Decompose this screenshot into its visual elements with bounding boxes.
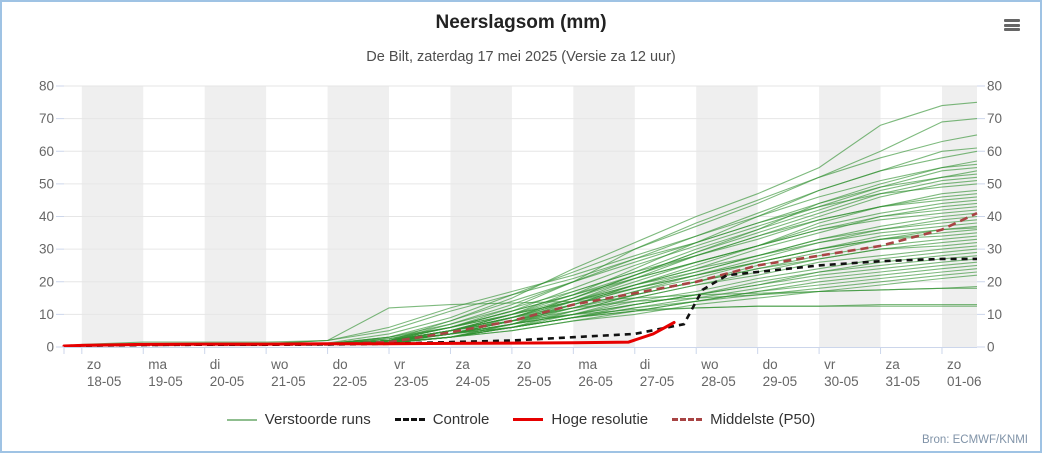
controle-line-swatch: [394, 418, 425, 421]
legend-item-controle[interactable]: Controle: [394, 411, 490, 428]
x-axis-label-day: ma: [578, 357, 597, 372]
y-axis-label-left: 10: [39, 307, 54, 322]
y-axis-label-right: 0: [987, 340, 995, 355]
x-axis-label-day: vr: [394, 357, 406, 372]
x-axis-label-day: di: [640, 357, 651, 372]
legend-label-controle: Controle: [432, 411, 490, 428]
x-axis-label-day: zo: [87, 357, 101, 372]
x-axis-label-date: 31-05: [886, 374, 921, 389]
verstoorde-runs-line-swatch: [226, 418, 257, 421]
y-axis-label-right: 40: [987, 209, 1002, 224]
ensemble-member-line[interactable]: [63, 163, 978, 347]
y-axis-label-left: 20: [39, 274, 54, 289]
x-axis-label-date: 19-05: [148, 374, 183, 389]
x-axis-label-date: 27-05: [640, 374, 675, 389]
x-axis-label-date: 20-05: [210, 374, 245, 389]
x-axis-label-day: wo: [270, 357, 288, 372]
x-axis-label-day: zo: [517, 357, 531, 372]
x-axis-label-date: 28-05: [701, 374, 736, 389]
y-axis-label-left: 60: [39, 144, 54, 159]
x-axis-label-date: 26-05: [578, 374, 613, 389]
y-axis-label-right: 50: [987, 176, 1002, 191]
hres-line[interactable]: [62, 321, 676, 348]
legend-item-middelste-p50[interactable]: Middelste (P50): [672, 411, 815, 428]
hamburger-icon: [1004, 19, 1020, 22]
hamburger-icon: [1004, 28, 1020, 31]
x-axis-label-date: 24-05: [455, 374, 490, 389]
legend-label-verstoorde-runs: Verstoorde runs: [264, 411, 371, 428]
legend-label-hoge-resolutie: Hoge resolutie: [551, 411, 649, 428]
context-menu-button[interactable]: [1004, 17, 1022, 33]
source-credit: Bron: ECMWF/KNMI: [921, 434, 1028, 446]
y-axis-label-left: 40: [39, 209, 54, 224]
controle-line[interactable]: [63, 257, 977, 348]
legend-item-verstoorde-runs[interactable]: Verstoorde runs: [226, 411, 371, 428]
y-axis-label-right: 10: [987, 307, 1002, 322]
x-axis-label-day: vr: [824, 357, 836, 372]
legend-label-middelste-p50: Middelste (P50): [710, 411, 816, 428]
y-axis-label-left: 0: [46, 340, 54, 355]
x-axis-label-date: 18-05: [87, 374, 122, 389]
y-axis-label-right: 30: [987, 242, 1002, 257]
x-axis-label-date: 30-05: [824, 374, 859, 389]
chart-subtitle: De Bilt, zaterdag 17 mei 2025 (Versie za…: [366, 49, 676, 65]
x-axis-label-day: za: [455, 357, 470, 372]
hoge-resolutie-line-swatch: [513, 418, 544, 421]
y-axis-label-right: 80: [987, 79, 1002, 94]
x-axis-label-day: za: [886, 357, 901, 372]
y-axis-label-right: 60: [987, 144, 1002, 159]
x-axis-label-day: zo: [947, 357, 961, 372]
y-axis-label-left: 30: [39, 242, 54, 257]
x-axis-label-day: di: [210, 357, 221, 372]
x-axis-label-date: 21-05: [271, 374, 306, 389]
hamburger-icon: [1004, 23, 1020, 27]
x-axis-label-day: ma: [148, 357, 167, 372]
precipitation-chart[interactable]: 0 0 10 10 20 20 30 30 40 40 50 50 60 60 70 70 80 80 zo 18-0…: [2, 2, 1040, 402]
x-axis-label-date: 01-06: [947, 374, 982, 389]
y-axis-label-left: 70: [39, 111, 54, 126]
y-axis-label-right: 70: [987, 111, 1002, 126]
x-axis-label-day: do: [333, 357, 348, 372]
middelste-p50-line-swatch: [672, 418, 703, 421]
x-axis-label-date: 25-05: [517, 374, 552, 389]
y-axis-label-left: 80: [39, 79, 54, 94]
y-axis-label-left: 50: [39, 176, 54, 191]
x-axis-label-date: 22-05: [333, 374, 368, 389]
chart-legend: Verstoorde runs Controle Hoge resolutie …: [2, 411, 1040, 428]
x-axis-label-date: 29-05: [763, 374, 798, 389]
page-title: Neerslagsom (mm): [435, 12, 607, 33]
x-axis-label-date: 23-05: [394, 374, 429, 389]
x-axis-label-day: do: [763, 357, 778, 372]
legend-item-hoge-resolutie[interactable]: Hoge resolutie: [513, 411, 648, 428]
y-axis-label-right: 20: [987, 274, 1002, 289]
x-axis-label-day: wo: [700, 357, 718, 372]
